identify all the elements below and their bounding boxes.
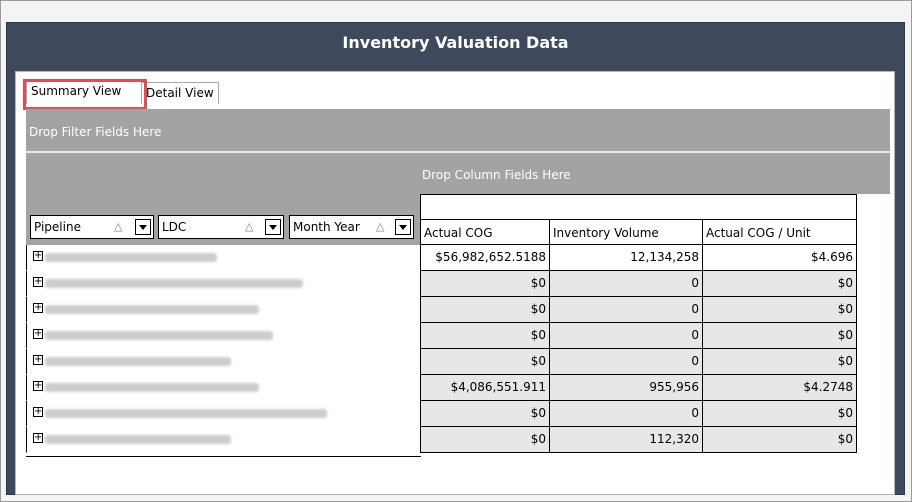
table-cell: 0 (549, 297, 703, 323)
row-header: + (26, 427, 420, 453)
table-row: + $0 112,320 $0 (26, 427, 857, 453)
table-row: + $4,086,551.911 955,956 $4.2748 (26, 375, 857, 401)
table-cell: $0 (420, 401, 550, 427)
redacted-text (45, 435, 231, 444)
sort-triangle-icon[interactable]: △ (376, 220, 385, 233)
expand-plus-icon[interactable]: + (33, 432, 43, 443)
tab-summary-view[interactable]: Summary View (26, 80, 144, 104)
table-cell: 955,956 (549, 375, 703, 401)
filter-drop-zone-label: Drop Filter Fields Here (29, 125, 162, 139)
expand-plus-icon[interactable]: + (33, 276, 43, 287)
table-cell: $0 (420, 297, 550, 323)
row-field-month-year[interactable]: Month Year △ (289, 215, 414, 239)
redacted-pipeline-name (45, 251, 417, 263)
table-row: + $0 0 $0 (26, 349, 857, 375)
table-cell: $56,982,652.5188 (420, 245, 550, 271)
row-header: + (26, 245, 420, 271)
column-header-actual-cog[interactable]: Actual COG (420, 219, 550, 245)
filter-drop-zone[interactable]: Drop Filter Fields Here (26, 109, 890, 152)
table-row: + $56,982,652.5188 12,134,258 $4.696 (26, 245, 857, 271)
table-bottom-border (26, 456, 421, 457)
dropdown-arrow-icon[interactable] (135, 219, 151, 235)
row-header: + (26, 297, 420, 323)
table-row: + $0 0 $0 (26, 297, 857, 323)
table-cell: $0 (420, 349, 550, 375)
table-cell: $0 (702, 297, 857, 323)
row-field-label: Month Year (293, 220, 360, 234)
window-title: Inventory Valuation Data (342, 33, 569, 52)
table-cell: 112,320 (549, 427, 703, 453)
expand-plus-icon[interactable]: + (33, 354, 43, 365)
table-cell: $4.696 (702, 245, 857, 271)
table-cell: $0 (420, 323, 550, 349)
row-header: + (26, 323, 420, 349)
table-cell: $0 (702, 401, 857, 427)
table-cell: $0 (420, 427, 550, 453)
redacted-text (45, 331, 273, 340)
row-header: + (26, 349, 420, 375)
redacted-pipeline-name (45, 277, 417, 289)
redacted-text (45, 253, 217, 262)
column-header-actual-cog-per-unit[interactable]: Actual COG / Unit (702, 219, 857, 245)
redacted-text (45, 305, 259, 314)
table-cell: $0 (702, 323, 857, 349)
redacted-pipeline-name (45, 329, 417, 341)
table-cell: $4,086,551.911 (420, 375, 550, 401)
table-cell: $0 (420, 271, 550, 297)
expand-plus-icon[interactable]: + (33, 250, 43, 261)
row-field-label: Pipeline (34, 220, 81, 234)
row-header: + (26, 271, 420, 297)
table-cell: 0 (549, 271, 703, 297)
table-cell: 12,134,258 (549, 245, 703, 271)
table-cell: $4.2748 (702, 375, 857, 401)
row-field-label: LDC (162, 220, 187, 234)
table-cell: 0 (549, 349, 703, 375)
table-cell: 0 (549, 323, 703, 349)
redacted-text (45, 357, 231, 366)
expand-plus-icon[interactable]: + (33, 328, 43, 339)
redacted-pipeline-name (45, 303, 417, 315)
row-header: + (26, 375, 420, 401)
table-row: + $0 0 $0 (26, 323, 857, 349)
divider (26, 151, 890, 153)
dropdown-arrow-icon[interactable] (265, 219, 281, 235)
redacted-text (45, 409, 327, 418)
expand-plus-icon[interactable]: + (33, 302, 43, 313)
data-header-top (420, 194, 857, 220)
column-header-inventory-volume[interactable]: Inventory Volume (549, 219, 703, 245)
dropdown-arrow-icon[interactable] (395, 219, 411, 235)
row-header: + (26, 401, 420, 427)
column-drop-zone-label: Drop Column Fields Here (422, 168, 571, 182)
column-drop-zone[interactable]: Drop Column Fields Here (26, 153, 890, 194)
redacted-pipeline-name (45, 433, 417, 445)
tab-detail-view[interactable]: Detail View (141, 82, 219, 104)
redacted-pipeline-name (45, 355, 417, 367)
redacted-text (45, 383, 259, 392)
table-cell: $0 (702, 427, 857, 453)
redacted-pipeline-name (45, 407, 417, 419)
table-row: + $0 0 $0 (26, 401, 857, 427)
row-field-ldc[interactable]: LDC △ (158, 215, 284, 239)
table-row: + $0 0 $0 (26, 271, 857, 297)
highlight-box (23, 79, 147, 110)
expand-plus-icon[interactable]: + (33, 406, 43, 417)
redacted-pipeline-name (45, 381, 417, 393)
sort-triangle-icon[interactable]: △ (245, 220, 254, 233)
expand-plus-icon[interactable]: + (33, 380, 43, 391)
table-cell: $0 (702, 349, 857, 375)
row-field-pipeline[interactable]: Pipeline △ (30, 215, 154, 239)
table-cell: 0 (549, 401, 703, 427)
redacted-text (45, 279, 303, 288)
table-cell: $0 (702, 271, 857, 297)
sort-triangle-icon[interactable]: △ (114, 220, 123, 233)
